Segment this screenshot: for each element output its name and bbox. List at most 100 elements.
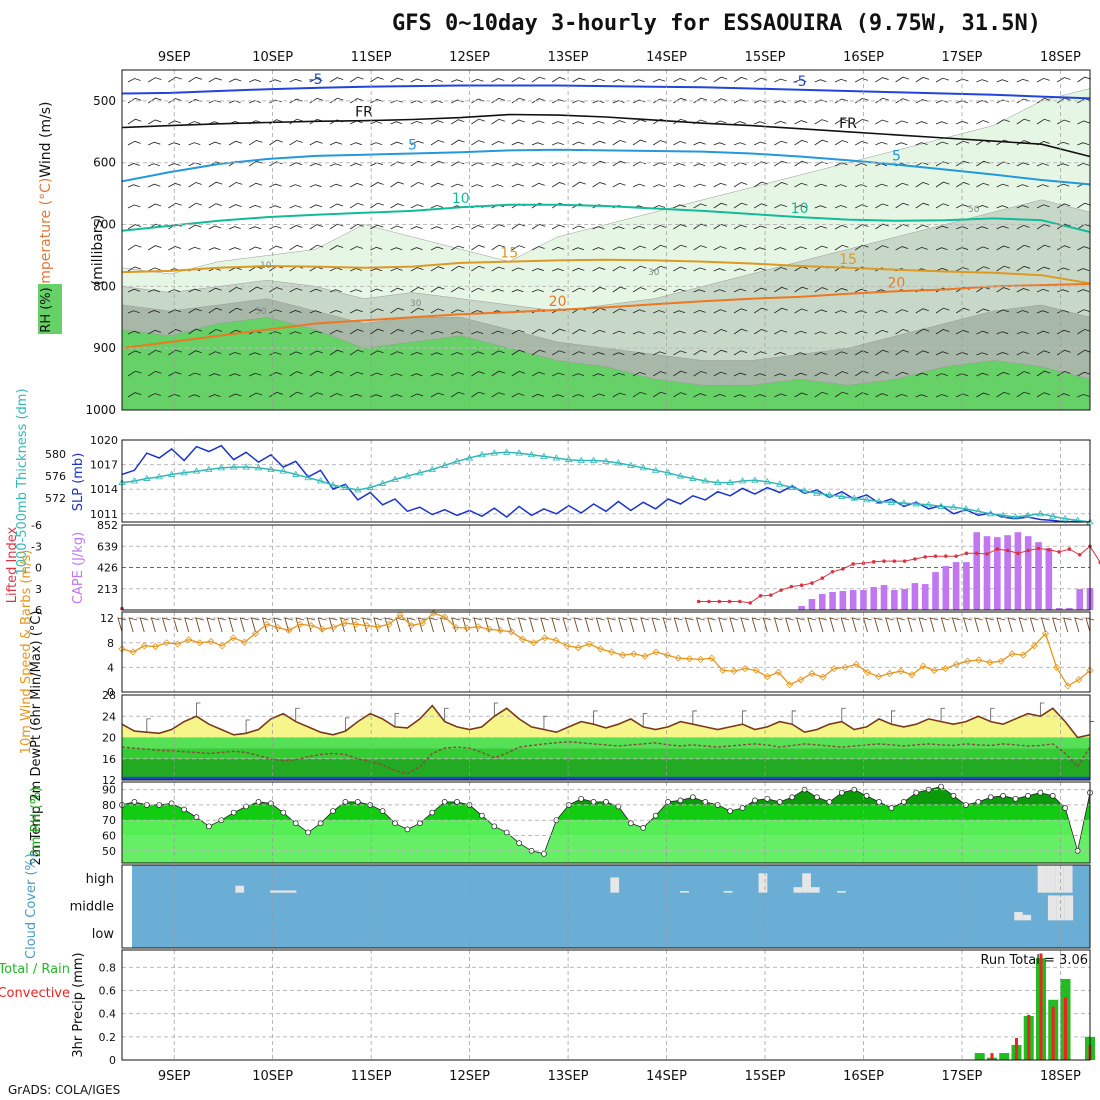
cape-bar	[1004, 535, 1011, 610]
rh-point	[789, 794, 796, 801]
wind-barb	[1036, 224, 1051, 230]
thickness-point	[552, 454, 561, 461]
wind-barb	[895, 371, 909, 377]
wind-barb	[1036, 184, 1049, 188]
ylabel-lifted: Lifted Index	[5, 526, 20, 603]
thickness-point	[329, 481, 337, 488]
wind-barb	[1077, 268, 1090, 272]
wind-barb	[1016, 184, 1029, 188]
rh-point	[206, 823, 212, 830]
wind-barb	[390, 267, 403, 272]
wind-barb	[309, 140, 323, 146]
wind-barb	[309, 224, 324, 230]
wind-speed-point	[151, 642, 159, 651]
wind-barb	[592, 78, 605, 83]
ytick-label: 4	[107, 661, 114, 674]
wind-barb	[1077, 309, 1091, 314]
wind-barb	[1077, 142, 1090, 146]
cape-bar	[983, 536, 991, 610]
wind-speed-point	[496, 626, 504, 635]
wind-barb	[1036, 204, 1050, 209]
wind-barb	[450, 287, 465, 293]
wind-barb	[1056, 223, 1071, 230]
wind-barb	[673, 184, 686, 188]
wind-speed-point	[474, 623, 482, 631]
wind-speed-point	[552, 636, 560, 644]
wind-barb	[713, 371, 727, 377]
cape-bar	[860, 590, 867, 610]
wind-barb	[148, 329, 162, 335]
wind-barb	[996, 205, 1009, 209]
wind-barb	[430, 286, 445, 293]
rh-point	[627, 820, 634, 827]
wind-speed-point	[185, 636, 193, 644]
wind-barb	[693, 223, 708, 230]
thickness-point	[416, 469, 424, 476]
wind-barb	[208, 307, 223, 314]
wind-barb	[390, 394, 403, 398]
wind-barb	[935, 247, 948, 251]
wind-barb-10m	[195, 617, 204, 633]
wind-barb	[491, 118, 506, 125]
ylabel-convective: Convective	[0, 986, 70, 1001]
wind-barb	[511, 223, 526, 230]
wind-barb	[673, 78, 687, 83]
ytick-label: 60	[102, 829, 116, 842]
ytick-label: 0.6	[99, 985, 117, 998]
wind-barb	[471, 118, 485, 125]
wind-barb	[794, 100, 807, 104]
temp-contour-10	[121, 203, 1091, 233]
wind-barb	[915, 224, 929, 230]
wind-barb-10m	[606, 617, 616, 633]
wind-barb	[673, 224, 687, 230]
wind-speed-point	[218, 642, 226, 650]
wind-barb	[653, 184, 665, 188]
wind-barb	[188, 182, 202, 188]
ytick-label: 426	[97, 562, 118, 575]
wind-barb	[208, 287, 222, 293]
wind-barb	[632, 371, 646, 377]
wind-barb	[996, 265, 1011, 272]
wind-barb	[713, 182, 727, 188]
wind-barb-10m	[951, 617, 961, 633]
wind-barb	[289, 351, 303, 356]
wind-barb	[350, 182, 364, 188]
wind-barb-10m	[1074, 617, 1083, 633]
cloud-cell-high	[270, 890, 279, 893]
wind-barb	[1036, 288, 1050, 293]
thickness-point	[391, 475, 399, 482]
wind-speed-point	[530, 639, 538, 647]
thickness-point	[800, 487, 809, 494]
cloud-cell-high	[837, 891, 846, 893]
wind-barb	[491, 330, 504, 335]
wind-barb	[471, 184, 484, 188]
wind-barb	[450, 265, 465, 272]
cape-bar	[973, 532, 981, 610]
wind-barb	[1036, 97, 1051, 104]
lifted-line	[698, 545, 1100, 604]
wind-barb	[1057, 183, 1070, 188]
wind-barb	[976, 330, 989, 335]
wind-barb	[249, 79, 262, 83]
wind-speed-point	[329, 623, 337, 631]
rh-point	[975, 799, 982, 805]
wind-barb	[632, 391, 647, 398]
wind-barb	[451, 371, 464, 377]
wind-speed-point	[1030, 642, 1038, 650]
wind-barb	[814, 119, 829, 125]
wind-barb	[410, 247, 423, 251]
wind-barb	[935, 329, 950, 335]
wind-barb	[895, 393, 908, 398]
wind-speed-point	[975, 656, 983, 664]
wind-barb	[996, 119, 1010, 125]
wind-barb	[228, 204, 242, 209]
wind-barb	[956, 204, 969, 209]
wind-barb	[471, 351, 484, 356]
wind-barb	[552, 246, 565, 251]
wind-barb	[1036, 77, 1050, 83]
wind-barb	[733, 142, 746, 146]
wind-barb	[855, 288, 868, 293]
precip-total-bar	[999, 1053, 1010, 1060]
wind-barb	[491, 140, 505, 146]
wind-barb	[249, 372, 262, 377]
